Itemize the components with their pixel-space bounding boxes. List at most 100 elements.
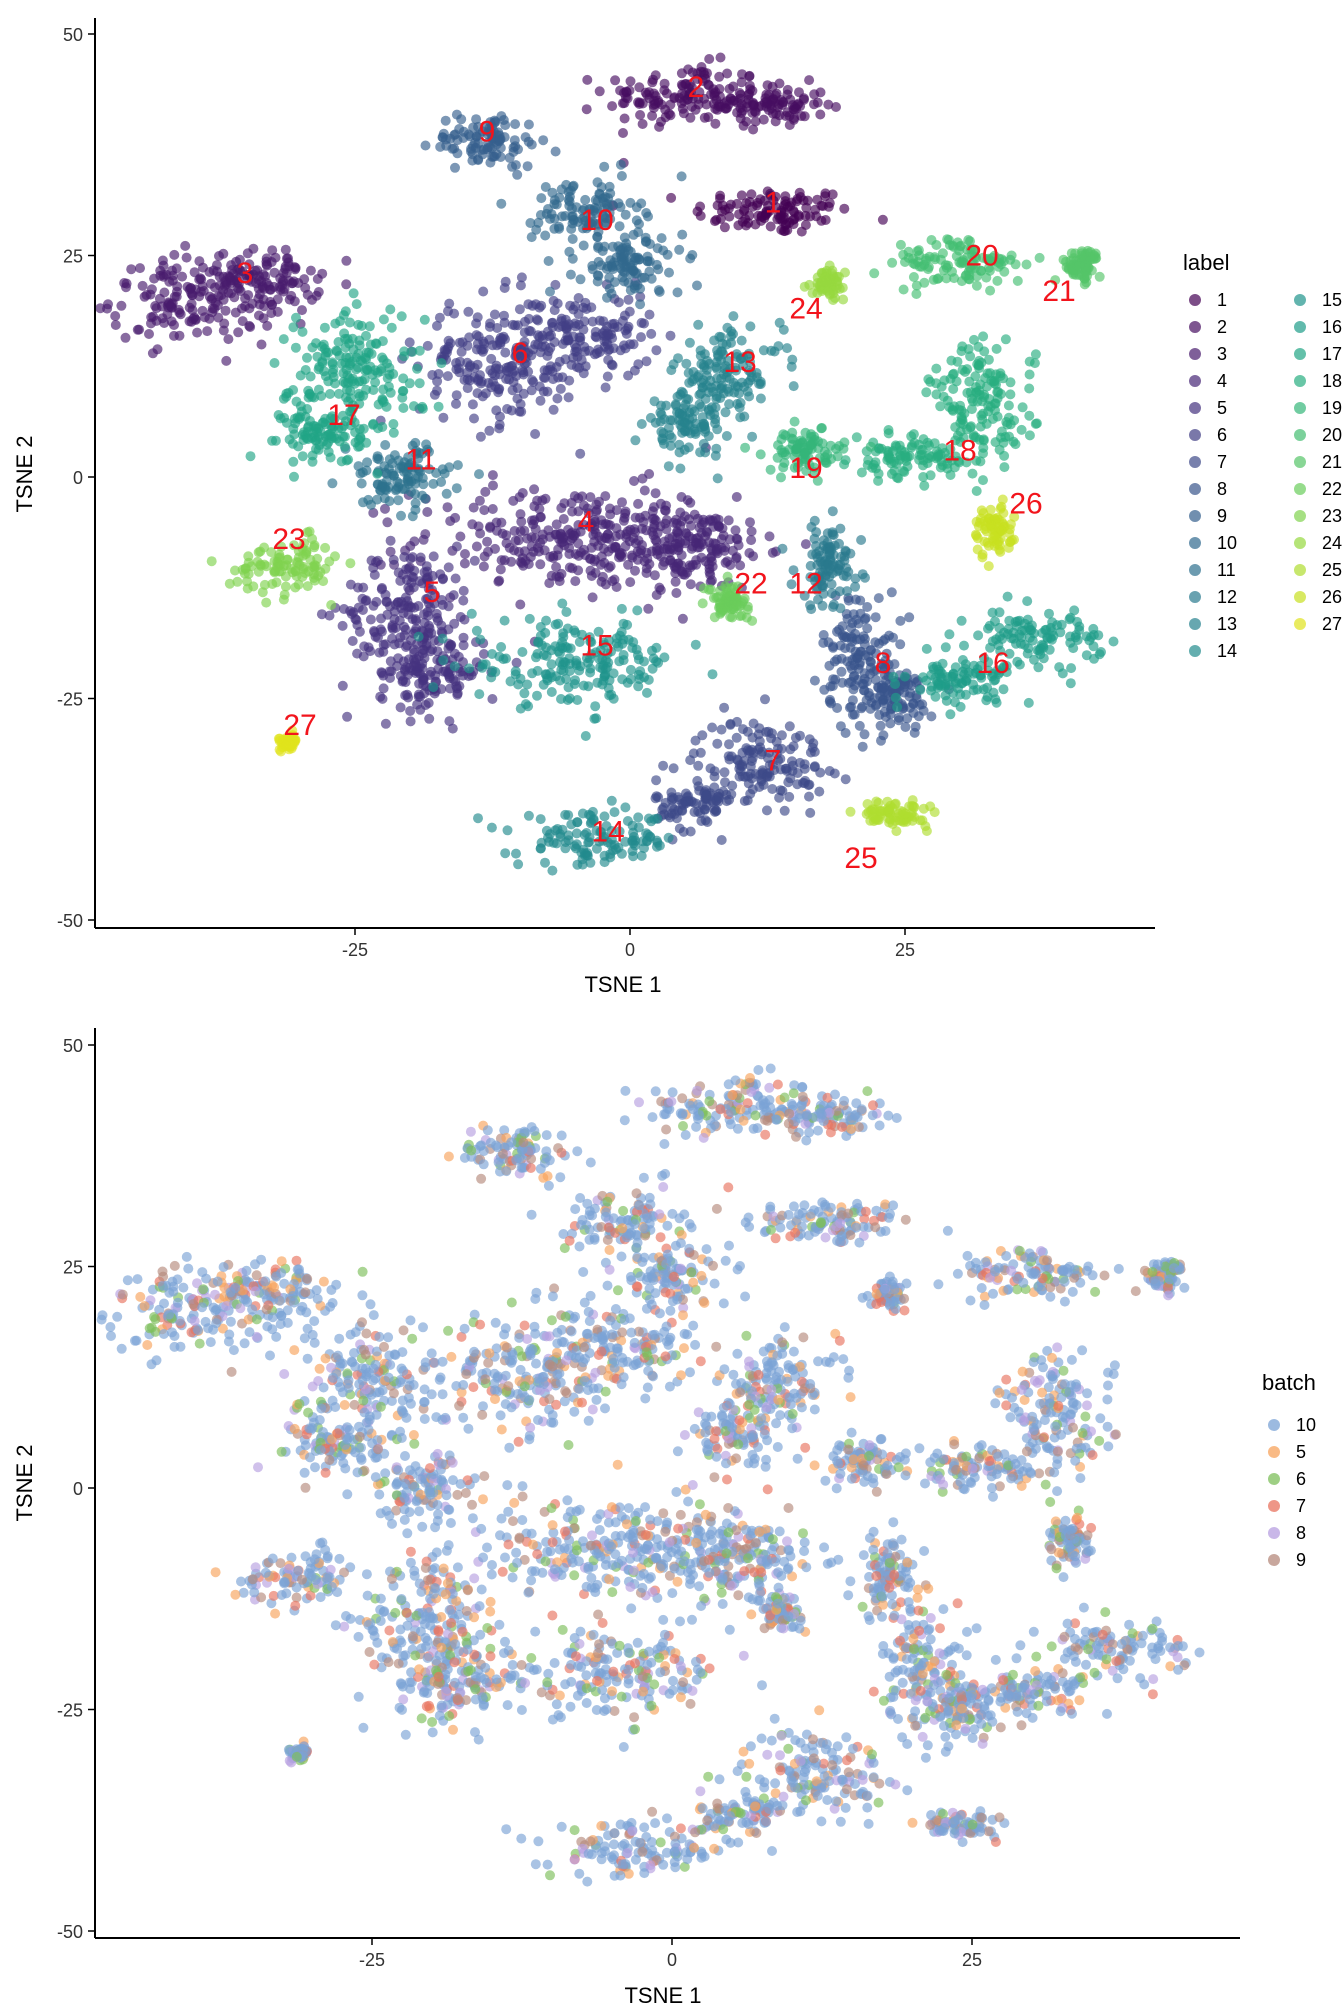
data-point: [453, 651, 464, 662]
data-point: [377, 422, 388, 432]
data-point: [580, 848, 590, 859]
data-point: [860, 572, 870, 583]
data-point: [216, 290, 227, 300]
data-point: [502, 825, 513, 836]
data-point: [697, 598, 708, 609]
batch-points-layer: [96, 1063, 1205, 1887]
data-point: [972, 533, 983, 544]
data-point: [290, 342, 301, 353]
cluster-label: 20: [965, 240, 998, 273]
data-point: [1108, 636, 1119, 647]
data-point: [967, 468, 978, 479]
data-point: [440, 115, 451, 126]
data-point: [570, 549, 581, 560]
data-point: [599, 241, 610, 252]
data-point: [466, 608, 477, 619]
data-point: [786, 361, 797, 372]
data-point: [552, 393, 563, 404]
data-point: [701, 790, 712, 801]
data-point: [550, 529, 561, 540]
data-point: [484, 321, 495, 332]
data-point: [365, 614, 376, 625]
data-point: [775, 1222, 786, 1233]
data-point: [288, 322, 299, 333]
data-point: [144, 329, 154, 339]
data-point: [906, 442, 917, 453]
data-point: [601, 336, 612, 347]
data-point: [202, 326, 213, 337]
data-point: [344, 338, 355, 349]
data-point: [465, 360, 476, 371]
data-point: [908, 707, 919, 718]
data-point: [417, 675, 428, 686]
data-point: [643, 603, 654, 614]
data-point: [536, 640, 547, 651]
data-point: [564, 375, 575, 386]
data-point: [827, 506, 838, 517]
x-tick-label: 0: [625, 940, 635, 960]
data-point: [860, 613, 871, 624]
legend-label: 14: [1217, 641, 1237, 661]
y-axis-title: TSNE 2: [12, 435, 37, 512]
data-point: [357, 605, 368, 615]
data-point: [741, 612, 752, 623]
data-point: [303, 434, 314, 445]
data-point: [799, 1200, 810, 1211]
data-point: [685, 253, 696, 264]
data-point: [761, 207, 772, 218]
data-point: [648, 88, 659, 99]
data-point: [836, 666, 847, 677]
data-point: [647, 1112, 658, 1123]
data-point: [820, 188, 831, 199]
data-point: [653, 792, 664, 803]
data-point: [613, 198, 624, 209]
data-point: [853, 649, 864, 660]
data-point: [512, 348, 523, 359]
data-point: [220, 305, 231, 316]
data-point: [1003, 400, 1014, 411]
data-point: [240, 293, 251, 304]
data-point: [672, 391, 683, 402]
data-point: [291, 396, 302, 407]
data-point: [515, 509, 526, 520]
data-point: [395, 575, 406, 586]
data-point: [644, 309, 655, 320]
data-point: [690, 104, 701, 115]
data-point: [422, 607, 433, 617]
data-point: [992, 275, 1003, 286]
data-point: [784, 791, 795, 802]
data-point: [389, 450, 400, 461]
data-point: [449, 661, 460, 672]
data-point: [499, 555, 510, 566]
data-point: [412, 363, 422, 374]
data-point: [433, 615, 443, 626]
legend-key: [1294, 510, 1306, 522]
data-point: [384, 369, 395, 380]
data-point: [694, 542, 705, 553]
data-point: [425, 646, 436, 657]
data-point: [947, 404, 958, 415]
data-point: [915, 684, 926, 695]
legend-label: 26: [1322, 587, 1342, 607]
data-point: [659, 85, 670, 96]
data-point: [297, 451, 308, 462]
data-point: [680, 79, 691, 90]
data-point: [396, 311, 407, 322]
data-point: [565, 269, 576, 280]
data-point: [575, 274, 586, 285]
data-point: [613, 641, 624, 652]
data-point: [1089, 653, 1099, 664]
data-point: [824, 546, 835, 557]
data-point: [180, 240, 191, 251]
data-point: [420, 140, 431, 151]
data-point: [705, 569, 716, 580]
data-point: [841, 563, 852, 573]
data-point: [995, 432, 1006, 443]
data-point: [602, 292, 612, 303]
data-point: [371, 596, 382, 607]
data-point: [978, 475, 988, 486]
data-point: [804, 779, 815, 790]
legend-key: [1189, 618, 1201, 630]
data-point: [806, 522, 817, 532]
data-point: [467, 519, 478, 530]
